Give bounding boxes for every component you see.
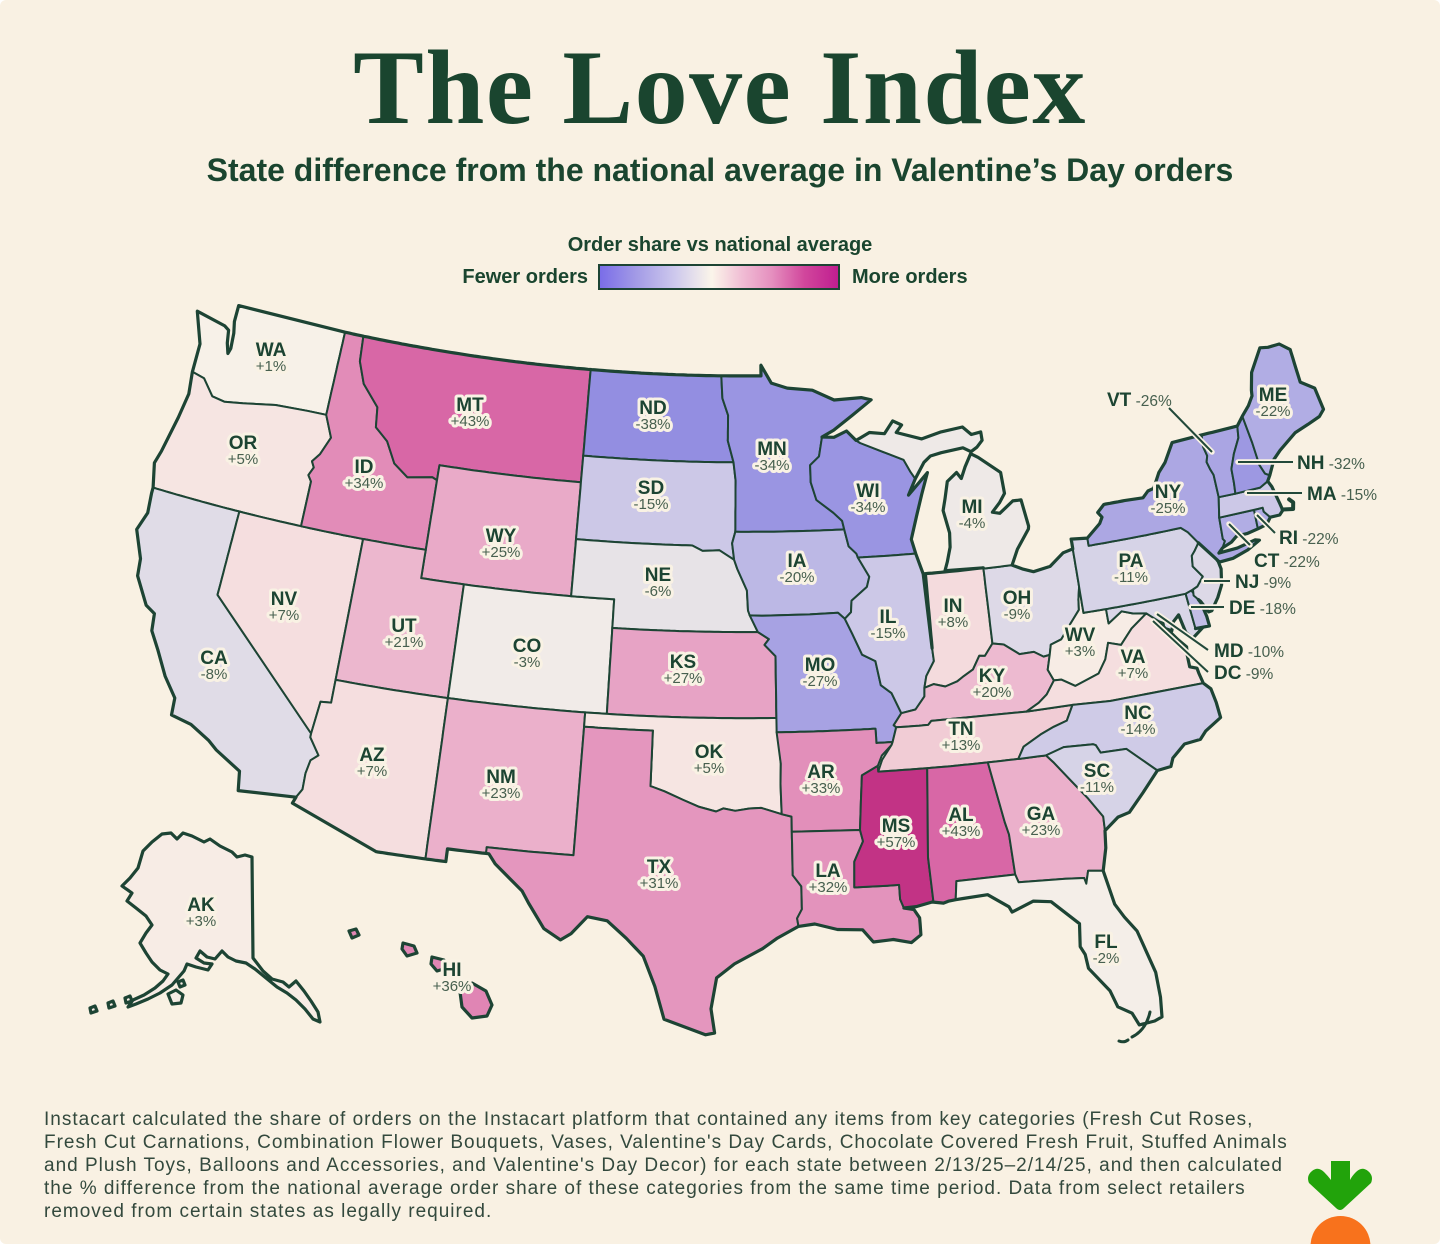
svg-text:ME: ME	[1259, 385, 1288, 406]
svg-text:+34%: +34%	[345, 475, 384, 492]
svg-text:-14%: -14%	[1120, 721, 1155, 738]
svg-text:-22%: -22%	[1255, 403, 1290, 420]
svg-text:KS: KS	[670, 652, 696, 673]
svg-text:-15%: -15%	[870, 625, 905, 642]
svg-text:-15%: -15%	[633, 496, 668, 513]
svg-text:+3%: +3%	[186, 913, 216, 930]
svg-text:NJ -9%: NJ -9%	[1235, 572, 1291, 593]
svg-text:IN: IN	[944, 596, 963, 617]
svg-text:SC: SC	[1084, 761, 1111, 782]
svg-text:+25%: +25%	[482, 544, 521, 561]
svg-text:MT: MT	[456, 395, 484, 416]
svg-text:+3%: +3%	[1065, 643, 1095, 660]
svg-text:CA: CA	[200, 648, 228, 669]
svg-text:-27%: -27%	[802, 673, 837, 690]
svg-text:SD: SD	[638, 478, 664, 499]
svg-text:+27%: +27%	[664, 670, 703, 687]
svg-text:-9%: -9%	[1004, 606, 1031, 623]
svg-text:+21%: +21%	[385, 634, 424, 651]
svg-text:DC -9%: DC -9%	[1214, 663, 1274, 684]
svg-text:RI -22%: RI -22%	[1279, 528, 1339, 549]
svg-text:TN: TN	[948, 719, 973, 740]
svg-text:+1%: +1%	[256, 358, 286, 375]
svg-text:+43%: +43%	[451, 413, 490, 430]
svg-text:+43%: +43%	[942, 823, 981, 840]
svg-text:NE: NE	[645, 565, 671, 586]
svg-text:ND: ND	[639, 398, 666, 419]
svg-text:CO: CO	[513, 636, 542, 657]
svg-text:AZ: AZ	[359, 745, 385, 766]
svg-text:+57%: +57%	[877, 834, 916, 851]
svg-text:CT -22%: CT -22%	[1254, 551, 1320, 572]
svg-text:-8%: -8%	[201, 666, 228, 683]
svg-text:MA -15%: MA -15%	[1307, 484, 1377, 505]
svg-text:NM: NM	[486, 767, 516, 788]
svg-text:NH -32%: NH -32%	[1297, 453, 1365, 474]
svg-text:+8%: +8%	[938, 614, 968, 631]
svg-text:+20%: +20%	[973, 684, 1012, 701]
svg-text:-6%: -6%	[645, 583, 672, 600]
svg-text:OH: OH	[1003, 588, 1032, 609]
svg-text:+13%: +13%	[942, 737, 981, 754]
svg-text:+5%: +5%	[228, 451, 258, 468]
svg-text:WV: WV	[1065, 625, 1096, 646]
svg-text:IL: IL	[880, 607, 897, 628]
svg-text:NC: NC	[1124, 703, 1152, 724]
svg-text:WY: WY	[486, 526, 517, 547]
svg-text:DE -18%: DE -18%	[1229, 598, 1296, 619]
svg-text:ID: ID	[355, 457, 374, 478]
svg-text:+5%: +5%	[694, 760, 724, 777]
svg-text:-34%: -34%	[850, 499, 885, 516]
svg-text:WA: WA	[256, 340, 287, 361]
svg-text:WI: WI	[856, 481, 879, 502]
svg-text:-3%: -3%	[514, 654, 541, 671]
svg-text:+23%: +23%	[482, 785, 521, 802]
svg-text:NV: NV	[271, 589, 298, 610]
svg-text:+7%: +7%	[269, 607, 299, 624]
svg-text:-34%: -34%	[754, 457, 789, 474]
svg-text:KY: KY	[979, 666, 1006, 687]
svg-text:VA: VA	[1121, 647, 1146, 668]
svg-text:AK: AK	[187, 895, 215, 916]
svg-text:-11%: -11%	[1114, 569, 1148, 586]
svg-text:AR: AR	[807, 762, 835, 783]
svg-text:PA: PA	[1119, 551, 1144, 572]
svg-text:+23%: +23%	[1022, 822, 1061, 839]
svg-text:-25%: -25%	[1150, 500, 1185, 517]
svg-text:MO: MO	[805, 655, 836, 676]
svg-text:FL: FL	[1094, 932, 1118, 953]
svg-text:TX: TX	[647, 857, 672, 878]
svg-text:OR: OR	[229, 433, 258, 454]
svg-text:NY: NY	[1155, 482, 1182, 503]
svg-text:AL: AL	[948, 805, 974, 826]
svg-text:MS: MS	[882, 816, 911, 837]
svg-text:UT: UT	[391, 616, 417, 637]
svg-text:+7%: +7%	[1118, 665, 1148, 682]
svg-text:MI: MI	[961, 497, 982, 518]
svg-text:-20%: -20%	[779, 569, 814, 586]
svg-text:+36%: +36%	[433, 978, 472, 995]
svg-text:-11%: -11%	[1080, 779, 1114, 796]
svg-text:-4%: -4%	[959, 515, 986, 532]
svg-text:+31%: +31%	[640, 875, 679, 892]
svg-text:VT -26%: VT -26%	[1107, 390, 1172, 411]
svg-text:LA: LA	[815, 861, 841, 882]
svg-text:HI: HI	[443, 960, 462, 981]
svg-text:+7%: +7%	[357, 763, 387, 780]
svg-text:IA: IA	[788, 551, 807, 572]
svg-text:+32%: +32%	[809, 879, 848, 896]
svg-text:GA: GA	[1027, 804, 1056, 825]
svg-text:+33%: +33%	[802, 780, 841, 797]
svg-text:MD -10%: MD -10%	[1214, 641, 1284, 662]
svg-text:MN: MN	[757, 439, 787, 460]
svg-text:OK: OK	[695, 742, 724, 763]
svg-text:-38%: -38%	[635, 416, 670, 433]
svg-text:-2%: -2%	[1093, 950, 1120, 967]
